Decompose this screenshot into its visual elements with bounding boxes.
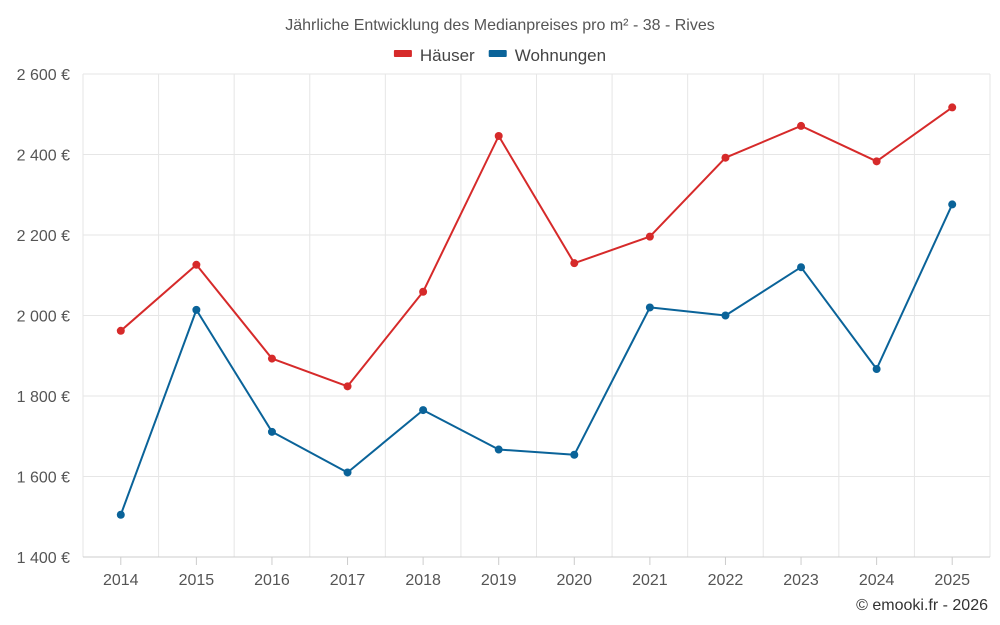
y-tick-label: 2 600 €	[17, 67, 70, 84]
y-tick-label: 1 800 €	[17, 389, 70, 406]
x-tick-label: 2021	[632, 572, 668, 589]
data-point-wohnungen[interactable]	[192, 305, 201, 314]
legend: Häuser Wohnungen	[393, 46, 606, 65]
data-point-h-user[interactable]	[570, 259, 579, 268]
data-point-wohnungen[interactable]	[721, 311, 730, 320]
x-tick-label: 2023	[783, 572, 819, 589]
y-tick-label: 1 400 €	[17, 550, 70, 567]
credit-text: © emooki.fr - 2026	[856, 597, 988, 614]
data-point-wohnungen[interactable]	[570, 450, 579, 459]
data-point-h-user[interactable]	[343, 382, 352, 391]
data-point-h-user[interactable]	[419, 287, 428, 296]
series-line-wohnungen	[119, 203, 954, 516]
data-point-wohnungen[interactable]	[343, 468, 352, 477]
x-tick-label: 2022	[708, 572, 744, 589]
data-point-h-user[interactable]	[192, 260, 201, 269]
axes: 1 400 € 1 600 € 1 800 € 2 000 € 2 200 € 2 400…	[17, 67, 990, 589]
data-point-wohnungen[interactable]	[419, 406, 428, 415]
series-line-h-user	[120, 106, 953, 388]
x-tick-label: 2025	[934, 572, 970, 589]
x-tick-label: 2014	[103, 572, 139, 589]
data-point-h-user[interactable]	[494, 131, 503, 140]
data-point-h-user[interactable]	[267, 354, 276, 363]
legend-label: Wohnungen	[515, 46, 606, 65]
data-point-wohnungen[interactable]	[948, 200, 957, 209]
data-point-wohnungen[interactable]	[116, 510, 125, 519]
data-point-h-user[interactable]	[721, 153, 730, 162]
x-tick-label: 2016	[254, 572, 290, 589]
y-tick-label: 2 200 €	[17, 228, 70, 245]
data-point-h-user[interactable]	[645, 232, 654, 241]
x-tick-label: 2018	[405, 572, 441, 589]
legend-swatch	[488, 50, 507, 57]
legend-swatch	[393, 50, 412, 57]
data-point-h-user[interactable]	[116, 326, 125, 335]
data-point-wohnungen[interactable]	[267, 427, 276, 436]
data-point-wohnungen[interactable]	[494, 445, 503, 454]
y-tick-label: 2 000 €	[17, 309, 70, 326]
data-point-h-user[interactable]	[948, 103, 957, 112]
data-point-wohnungen[interactable]	[645, 303, 654, 312]
grid	[82, 73, 991, 558]
data-point-wohnungen[interactable]	[872, 365, 881, 374]
x-tick-label: 2020	[556, 572, 592, 589]
data-point-wohnungen[interactable]	[797, 263, 806, 272]
legend-label: Häuser	[420, 46, 475, 65]
y-tick-label: 2 400 €	[17, 148, 70, 165]
series-layer	[116, 103, 957, 519]
x-tick-label: 2024	[859, 572, 895, 589]
x-tick-label: 2019	[481, 572, 517, 589]
data-point-h-user[interactable]	[797, 121, 806, 130]
x-tick-label: 2017	[330, 572, 366, 589]
x-tick-label: 2015	[179, 572, 215, 589]
chart-title: Jährliche Entwicklung des Medianpreises …	[285, 17, 715, 34]
data-point-h-user[interactable]	[872, 157, 881, 166]
y-tick-label: 1 600 €	[17, 470, 70, 487]
